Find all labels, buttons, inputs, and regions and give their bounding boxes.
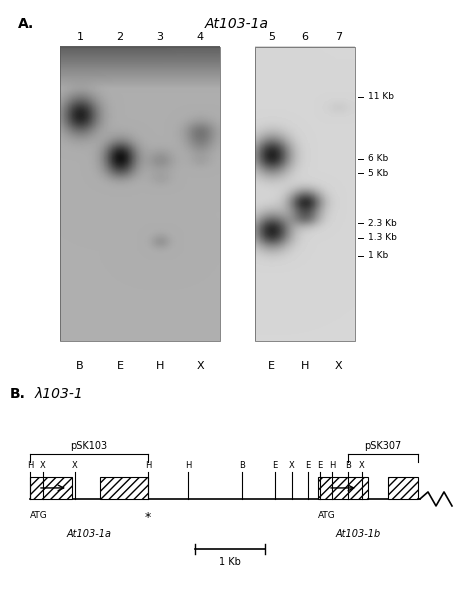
- Text: ATG: ATG: [318, 511, 336, 520]
- Text: X: X: [72, 461, 78, 470]
- Text: 6 Kb: 6 Kb: [368, 154, 388, 163]
- Text: pSK103: pSK103: [71, 441, 108, 451]
- Text: E: E: [305, 461, 310, 470]
- Text: X: X: [40, 461, 46, 470]
- Text: 5: 5: [268, 32, 275, 42]
- Text: At103-1b: At103-1b: [336, 529, 381, 539]
- Text: 2.3 Kb: 2.3 Kb: [368, 218, 397, 228]
- Text: B: B: [76, 361, 84, 371]
- Text: H: H: [301, 361, 309, 371]
- Bar: [255, 47, 355, 341]
- Text: 1.3 Kb: 1.3 Kb: [368, 233, 397, 242]
- Text: H: H: [185, 461, 191, 470]
- Text: B: B: [345, 461, 351, 470]
- Text: ATG: ATG: [30, 511, 48, 520]
- Text: 3: 3: [156, 32, 164, 42]
- Bar: [30, 477, 72, 499]
- Text: 4: 4: [196, 32, 203, 42]
- Text: B.: B.: [10, 387, 26, 401]
- Text: X: X: [196, 361, 204, 371]
- Bar: [100, 477, 148, 499]
- Text: E: E: [318, 461, 323, 470]
- Text: H: H: [145, 461, 151, 470]
- Text: λ103-1: λ103-1: [35, 387, 84, 401]
- Text: 5 Kb: 5 Kb: [368, 169, 388, 178]
- Text: 6: 6: [301, 32, 309, 42]
- Text: 1 Kb: 1 Kb: [368, 251, 388, 260]
- Bar: [60, 47, 220, 341]
- Text: H: H: [27, 461, 33, 470]
- Text: H: H: [156, 361, 164, 371]
- Text: E: E: [268, 361, 275, 371]
- Text: At103-1a: At103-1a: [205, 17, 269, 31]
- Text: 1 Kb: 1 Kb: [219, 557, 241, 567]
- Text: 2: 2: [117, 32, 124, 42]
- Text: E: E: [117, 361, 124, 371]
- Text: At103-1a: At103-1a: [66, 529, 111, 539]
- Text: X: X: [359, 461, 365, 470]
- Text: E: E: [273, 461, 278, 470]
- Text: X: X: [289, 461, 295, 470]
- Text: 11 Kb: 11 Kb: [368, 92, 394, 101]
- Text: 7: 7: [335, 32, 342, 42]
- Text: 1: 1: [76, 32, 83, 42]
- Bar: [388, 477, 418, 499]
- Text: pSK307: pSK307: [365, 441, 401, 451]
- Text: X: X: [335, 361, 342, 371]
- Text: H: H: [329, 461, 335, 470]
- Text: A.: A.: [18, 17, 34, 31]
- Text: B: B: [239, 461, 245, 470]
- Bar: [318, 477, 368, 499]
- Text: *: *: [145, 511, 151, 524]
